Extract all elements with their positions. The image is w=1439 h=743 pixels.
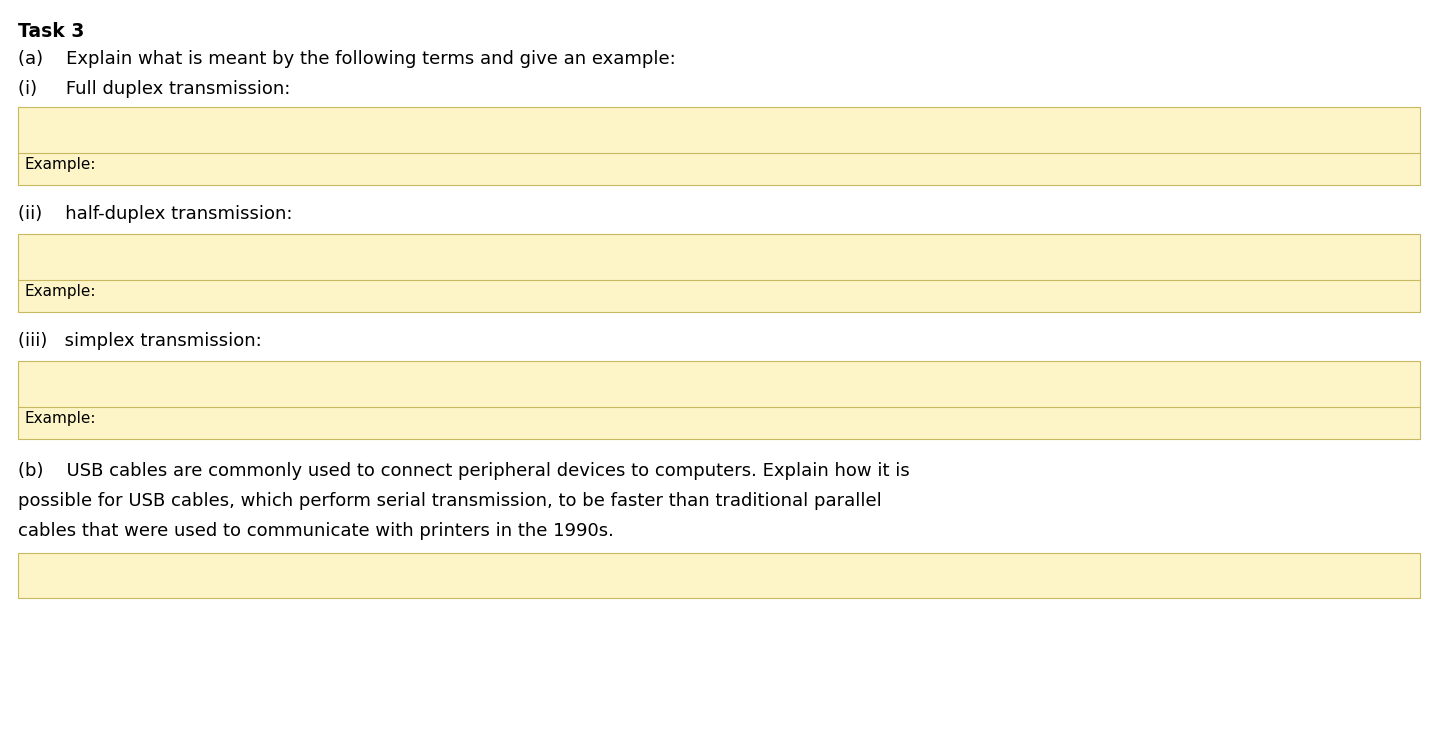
Text: possible for USB cables, which perform serial transmission, to be faster than tr: possible for USB cables, which perform s… bbox=[19, 492, 882, 510]
Bar bbox=[19, 234, 1420, 312]
Text: Example:: Example: bbox=[24, 157, 95, 172]
Text: (iii)   simplex transmission:: (iii) simplex transmission: bbox=[19, 332, 262, 350]
Text: (i)     Full duplex transmission:: (i) Full duplex transmission: bbox=[19, 80, 291, 98]
Text: (b)    USB cables are commonly used to connect peripheral devices to computers. : (b) USB cables are commonly used to conn… bbox=[19, 462, 909, 480]
Bar bbox=[19, 553, 1420, 598]
Text: Example:: Example: bbox=[24, 411, 95, 426]
Text: Example:: Example: bbox=[24, 284, 95, 299]
Text: (a)    Explain what is meant by the following terms and give an example:: (a) Explain what is meant by the followi… bbox=[19, 50, 676, 68]
Bar bbox=[19, 107, 1420, 185]
Bar bbox=[19, 361, 1420, 439]
Text: cables that were used to communicate with printers in the 1990s.: cables that were used to communicate wit… bbox=[19, 522, 614, 540]
Text: Task 3: Task 3 bbox=[19, 22, 85, 41]
Text: (ii)    half-duplex transmission:: (ii) half-duplex transmission: bbox=[19, 205, 292, 223]
